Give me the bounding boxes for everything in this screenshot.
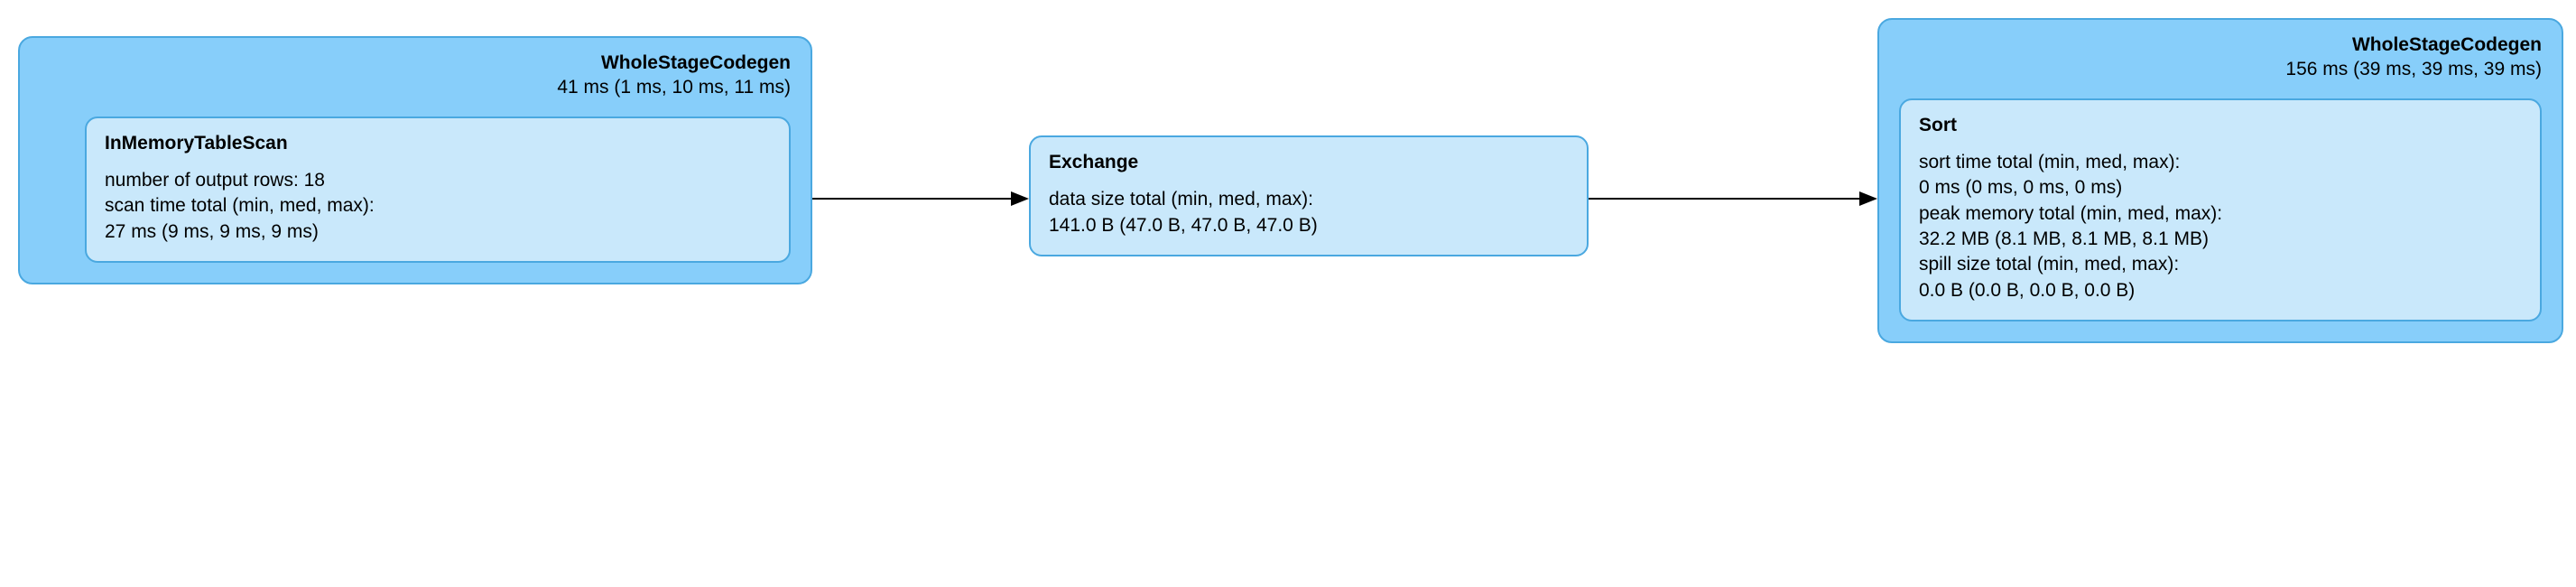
- stage-1-title: WholeStageCodegen: [40, 51, 791, 75]
- stage-2-title: WholeStageCodegen: [1899, 33, 2542, 57]
- stage-2-inner-title: Sort: [1919, 113, 2522, 137]
- stage-2-inner-line-2: peak memory total (min, med, max):: [1919, 201, 2522, 227]
- stage-2-wholestagecodegen: WholeStageCodegen 156 ms (39 ms, 39 ms, …: [1877, 18, 2563, 343]
- stage-2-inner-sort: Sort sort time total (min, med, max): 0 …: [1899, 98, 2542, 321]
- stage-2-inner-line-4: spill size total (min, med, max):: [1919, 252, 2522, 277]
- stage-1-subtitle: 41 ms (1 ms, 10 ms, 11 ms): [40, 75, 791, 99]
- stage-2-inner-line-5: 0.0 B (0.0 B, 0.0 B, 0.0 B): [1919, 278, 2522, 303]
- stage-2-inner-line-0: sort time total (min, med, max):: [1919, 150, 2522, 175]
- stage-1-inner-line-2: 27 ms (9 ms, 9 ms, 9 ms): [105, 219, 771, 245]
- exchange-line-1: 141.0 B (47.0 B, 47.0 B, 47.0 B): [1049, 213, 1569, 238]
- stage-1-inner-line-0: number of output rows: 18: [105, 168, 771, 193]
- exchange-title: Exchange: [1049, 150, 1569, 174]
- stage-2-inner-line-3: 32.2 MB (8.1 MB, 8.1 MB, 8.1 MB): [1919, 227, 2522, 252]
- spark-dag-diagram: WholeStageCodegen 41 ms (1 ms, 10 ms, 11…: [18, 18, 2563, 569]
- stage-1-inner-inmemorytablescan: InMemoryTableScan number of output rows:…: [85, 116, 791, 263]
- stage-1-inner-title: InMemoryTableScan: [105, 131, 771, 155]
- exchange-node: Exchange data size total (min, med, max)…: [1029, 135, 1589, 256]
- stage-2-subtitle: 156 ms (39 ms, 39 ms, 39 ms): [1899, 57, 2542, 81]
- stage-1-wholestagecodegen: WholeStageCodegen 41 ms (1 ms, 10 ms, 11…: [18, 36, 812, 284]
- exchange-line-0: data size total (min, med, max):: [1049, 187, 1569, 212]
- stage-2-inner-line-1: 0 ms (0 ms, 0 ms, 0 ms): [1919, 175, 2522, 200]
- stage-1-inner-line-1: scan time total (min, med, max):: [105, 193, 771, 219]
